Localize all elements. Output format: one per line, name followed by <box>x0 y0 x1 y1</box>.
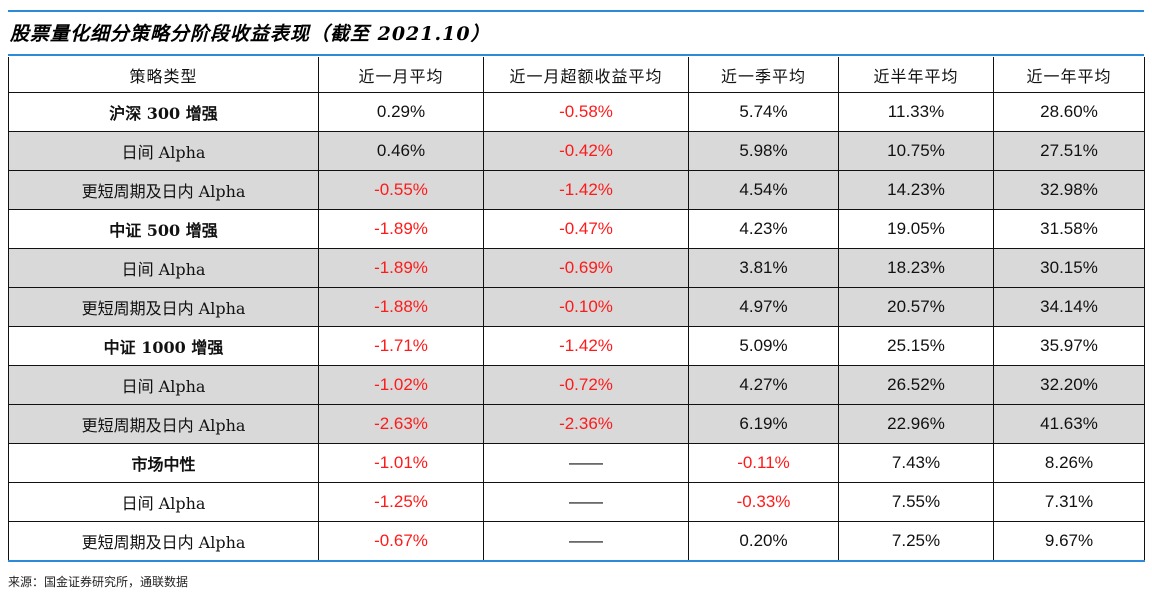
cell-quarter-avg: 6.19% <box>688 404 839 444</box>
table-body: 沪深 300 增强 0.29% -0.58% 5.74% 11.33% 28.60% 日间 … <box>8 92 1145 562</box>
header-1m-excess-avg: 近一月超额收益平均 <box>483 57 689 93</box>
table-row: 日间 Alpha -1.89% -0.69% 3.81% 18.23% 30.15% <box>8 248 1145 288</box>
table-row: 更短周期及日内 Alpha -1.88% -0.10% 4.97% 20.57% 34.1… <box>8 287 1145 327</box>
cell-month-avg: -1.01% <box>318 443 484 483</box>
table-row: 更短周期及日内 Alpha -2.63% -2.36% 6.19% 22.96% 41.6… <box>8 404 1145 444</box>
header-row: 策略类型 近一月平均 近一月超额收益平均 近一季平均 近半年平均 近一年平均 <box>8 57 1145 93</box>
strategy-returns-table: 策略类型 近一月平均 近一月超额收益平均 近一季平均 近半年平均 近一年平均 沪… <box>8 57 1145 562</box>
row-label: 日间 Alpha <box>8 131 319 171</box>
header-3m-avg: 近一季平均 <box>688 57 839 93</box>
cell-half-year-avg: 18.23% <box>838 248 994 288</box>
cell-year-avg: 32.98% <box>993 170 1145 210</box>
cell-month-excess-avg: -0.58% <box>483 92 689 132</box>
cell-quarter-avg: 4.23% <box>688 209 839 249</box>
cell-month-excess-avg: -2.36% <box>483 404 689 444</box>
cell-quarter-avg: 5.74% <box>688 92 839 132</box>
cell-year-avg: 9.67% <box>993 521 1145 562</box>
row-label: 更短周期及日内 Alpha <box>8 170 319 210</box>
cell-year-avg: 34.14% <box>993 287 1145 327</box>
cell-month-excess-avg: -0.10% <box>483 287 689 327</box>
row-label: 日间 Alpha <box>8 365 319 405</box>
cell-half-year-avg: 11.33% <box>838 92 994 132</box>
cell-half-year-avg: 25.15% <box>838 326 994 366</box>
cell-month-avg: -0.55% <box>318 170 484 210</box>
cell-year-avg: 30.15% <box>993 248 1145 288</box>
cell-quarter-avg: 4.27% <box>688 365 839 405</box>
cell-half-year-avg: 7.43% <box>838 443 994 483</box>
top-rule <box>8 10 1144 12</box>
cell-month-avg: -1.89% <box>318 209 484 249</box>
cell-month-avg: 0.29% <box>318 92 484 132</box>
cell-half-year-avg: 7.25% <box>838 521 994 562</box>
row-label: 日间 Alpha <box>8 248 319 288</box>
cell-month-avg: -1.25% <box>318 482 484 522</box>
cell-year-avg: 28.60% <box>993 92 1145 132</box>
header-1y-avg: 近一年平均 <box>993 57 1145 93</box>
cell-quarter-avg: -0.33% <box>688 482 839 522</box>
cell-year-avg: 32.20% <box>993 365 1145 405</box>
title-rule <box>8 54 1144 56</box>
cell-month-avg: -1.88% <box>318 287 484 327</box>
cell-month-excess-avg: -0.47% <box>483 209 689 249</box>
row-label: 市场中性 <box>8 443 319 483</box>
cell-year-avg: 7.31% <box>993 482 1145 522</box>
table-row: 日间 Alpha -1.25% —— -0.33% 7.55% 7.31% <box>8 482 1145 522</box>
cell-month-avg: -2.63% <box>318 404 484 444</box>
cell-year-avg: 41.63% <box>993 404 1145 444</box>
cell-month-avg: -0.67% <box>318 521 484 562</box>
source-note: 来源：国金证券研究所，通联数据 <box>8 575 189 589</box>
table-row: 更短周期及日内 Alpha -0.67% —— 0.20% 7.25% 9.67% <box>8 521 1145 562</box>
cell-quarter-avg: 4.97% <box>688 287 839 327</box>
cell-month-excess-avg: -1.42% <box>483 170 689 210</box>
table-row: 更短周期及日内 Alpha -0.55% -1.42% 4.54% 14.23% 32.9… <box>8 170 1145 210</box>
header-strategy-type: 策略类型 <box>8 57 319 93</box>
cell-month-excess-avg: -0.69% <box>483 248 689 288</box>
table-row: 中证 1000 增强 -1.71% -1.42% 5.09% 25.15% 35.97% <box>8 326 1145 366</box>
row-label: 更短周期及日内 Alpha <box>8 287 319 327</box>
table-row: 日间 Alpha -1.02% -0.72% 4.27% 26.52% 32.20% <box>8 365 1145 405</box>
table-row: 日间 Alpha 0.46% -0.42% 5.98% 10.75% 27.51% <box>8 131 1145 171</box>
cell-half-year-avg: 7.55% <box>838 482 994 522</box>
cell-quarter-avg: 3.81% <box>688 248 839 288</box>
row-label: 更短周期及日内 Alpha <box>8 404 319 444</box>
cell-month-excess-avg: -1.42% <box>483 326 689 366</box>
table-title: 股票量化细分策略分阶段收益表现（截至 2021.10） <box>10 23 491 45</box>
cell-month-avg: -1.71% <box>318 326 484 366</box>
cell-year-avg: 8.26% <box>993 443 1145 483</box>
table-row: 沪深 300 增强 0.29% -0.58% 5.74% 11.33% 28.60% <box>8 92 1145 132</box>
cell-month-excess-avg: —— <box>483 482 689 522</box>
row-label: 更短周期及日内 Alpha <box>8 521 319 562</box>
cell-month-excess-avg: -0.42% <box>483 131 689 171</box>
cell-half-year-avg: 19.05% <box>838 209 994 249</box>
cell-month-avg: -1.02% <box>318 365 484 405</box>
row-label: 中证 500 增强 <box>8 209 319 249</box>
cell-quarter-avg: 0.20% <box>688 521 839 562</box>
cell-month-avg: 0.46% <box>318 131 484 171</box>
cell-year-avg: 35.97% <box>993 326 1145 366</box>
row-label: 沪深 300 增强 <box>8 92 319 132</box>
cell-half-year-avg: 10.75% <box>838 131 994 171</box>
cell-month-excess-avg: —— <box>483 443 689 483</box>
cell-quarter-avg: 5.09% <box>688 326 839 366</box>
cell-year-avg: 27.51% <box>993 131 1145 171</box>
table-row: 市场中性 -1.01% —— -0.11% 7.43% 8.26% <box>8 443 1145 483</box>
cell-half-year-avg: 20.57% <box>838 287 994 327</box>
row-label: 中证 1000 增强 <box>8 326 319 366</box>
row-label: 日间 Alpha <box>8 482 319 522</box>
cell-year-avg: 31.58% <box>993 209 1145 249</box>
header-1m-avg: 近一月平均 <box>318 57 484 93</box>
cell-month-excess-avg: —— <box>483 521 689 562</box>
cell-month-excess-avg: -0.72% <box>483 365 689 405</box>
cell-month-avg: -1.89% <box>318 248 484 288</box>
cell-half-year-avg: 22.96% <box>838 404 994 444</box>
cell-quarter-avg: -0.11% <box>688 443 839 483</box>
cell-half-year-avg: 14.23% <box>838 170 994 210</box>
cell-quarter-avg: 4.54% <box>688 170 839 210</box>
header-6m-avg: 近半年平均 <box>838 57 994 93</box>
table-row: 中证 500 增强 -1.89% -0.47% 4.23% 19.05% 31.58% <box>8 209 1145 249</box>
cell-quarter-avg: 5.98% <box>688 131 839 171</box>
cell-half-year-avg: 26.52% <box>838 365 994 405</box>
